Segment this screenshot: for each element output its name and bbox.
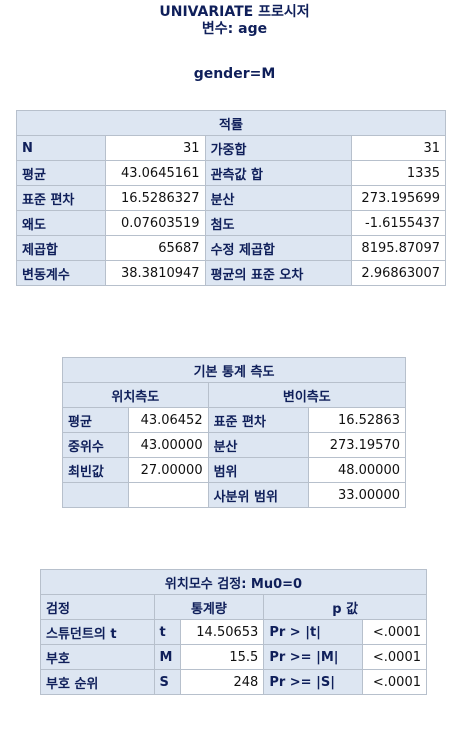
moments-caption: 적률 [16, 110, 446, 136]
statistic-symbol: S [153, 669, 182, 695]
basic-measures-table: 기본 통계 측도 위치측도 변이측도 평균 43.06452 표준 편차 16.… [62, 357, 407, 508]
moments-value: 273.195699 [351, 185, 446, 211]
pvalue-label: Pr >= |M| [263, 644, 364, 670]
statistic-symbol: t [153, 619, 182, 645]
variable-title: 변수: age [201, 21, 268, 37]
pvalue-column-header: p 값 [263, 594, 427, 620]
variability-label: 사분위 범위 [207, 482, 310, 508]
variability-label: 분산 [207, 432, 310, 458]
moments-label: 제곱합 [16, 235, 106, 261]
table-row: 변동계수 38.3810947 평균의 표준 오차 2.96863007 [16, 260, 446, 286]
statistic-value: 15.5 [180, 644, 265, 670]
table-row: 중위수 43.00000 분산 273.19570 [62, 432, 406, 458]
group-title: gender=M [193, 66, 276, 82]
table-row: N 31 가중합 31 [16, 135, 446, 161]
variability-header: 변이측도 [207, 382, 407, 408]
table-row: 사분위 범위 33.00000 [62, 482, 406, 508]
table-row: 부호 순위 S 248 Pr >= |S| <.0001 [40, 669, 427, 695]
test-name: 부호 [40, 644, 155, 670]
moments-label: 표준 편차 [16, 185, 106, 211]
moments-label: 평균 [16, 160, 106, 186]
variability-label: 범위 [207, 457, 310, 483]
moments-label: 관측값 합 [204, 160, 353, 186]
tests-caption: 위치모수 검정: Mu0=0 [40, 569, 427, 595]
moments-label: 분산 [204, 185, 353, 211]
table-row: 표준 편차 16.5286327 분산 273.195699 [16, 185, 446, 211]
moments-value: 1335 [351, 160, 446, 186]
moments-value: 31 [104, 135, 206, 161]
location-tests-table: 위치모수 검정: Mu0=0 검정 통계량 p 값 스튜던트의 t t 14.5… [40, 569, 427, 695]
procedure-title: UNIVARIATE 프로시저 [159, 4, 310, 20]
moments-label: 첨도 [204, 210, 353, 236]
table-row: 왜도 0.07603519 첨도 -1.6155437 [16, 210, 446, 236]
variability-value: 33.00000 [308, 482, 406, 508]
location-header: 위치측도 [62, 382, 209, 408]
moments-value: 31 [351, 135, 446, 161]
location-value: 27.00000 [127, 457, 209, 483]
variability-value: 16.52863 [308, 407, 406, 433]
moments-value: 38.3810947 [104, 260, 206, 286]
moments-label: N [16, 135, 106, 161]
pvalue-value: <.0001 [362, 644, 427, 670]
variability-label: 표준 편차 [207, 407, 310, 433]
moments-value: 43.0645161 [104, 160, 206, 186]
pvalue-label: Pr >= |S| [263, 669, 364, 695]
test-column-header: 검정 [40, 594, 155, 620]
moments-value: 2.96863007 [351, 260, 446, 286]
pvalue-label: Pr > |t| [263, 619, 364, 645]
location-value: 43.06452 [127, 407, 209, 433]
empty-cell [62, 482, 129, 508]
location-value: 43.00000 [127, 432, 209, 458]
table-row: 스튜던트의 t t 14.50653 Pr > |t| <.0001 [40, 619, 427, 645]
variability-value: 48.00000 [308, 457, 406, 483]
moments-label: 평균의 표준 오차 [204, 260, 353, 286]
location-label: 평균 [62, 407, 129, 433]
basic-caption: 기본 통계 측도 [62, 357, 406, 383]
moments-value: 65687 [104, 235, 206, 261]
moments-table: 적률 N 31 가중합 31 평균 43.0645161 관측값 합 1335 … [16, 110, 446, 286]
moments-value: 16.5286327 [104, 185, 206, 211]
table-row: 제곱합 65687 수정 제곱합 8195.87097 [16, 235, 446, 261]
table-row: 평균 43.06452 표준 편차 16.52863 [62, 407, 406, 433]
test-name: 스튜던트의 t [40, 619, 155, 645]
moments-label: 가중합 [204, 135, 353, 161]
statistic-value: 248 [180, 669, 265, 695]
moments-label: 변동계수 [16, 260, 106, 286]
moments-label: 왜도 [16, 210, 106, 236]
table-row: 최빈값 27.00000 범위 48.00000 [62, 457, 406, 483]
moments-value: 8195.87097 [351, 235, 446, 261]
location-label: 최빈값 [62, 457, 129, 483]
moments-value: 0.07603519 [104, 210, 206, 236]
test-name: 부호 순위 [40, 669, 155, 695]
pvalue-value: <.0001 [362, 669, 427, 695]
statistic-symbol: M [153, 644, 182, 670]
location-label: 중위수 [62, 432, 129, 458]
empty-cell [127, 482, 209, 508]
table-row: 부호 M 15.5 Pr >= |M| <.0001 [40, 644, 427, 670]
moments-value: -1.6155437 [351, 210, 446, 236]
pvalue-value: <.0001 [362, 619, 427, 645]
statistic-column-header: 통계량 [153, 594, 265, 620]
statistic-value: 14.50653 [180, 619, 265, 645]
moments-label: 수정 제곱합 [204, 235, 353, 261]
table-row: 평균 43.0645161 관측값 합 1335 [16, 160, 446, 186]
variability-value: 273.19570 [308, 432, 406, 458]
